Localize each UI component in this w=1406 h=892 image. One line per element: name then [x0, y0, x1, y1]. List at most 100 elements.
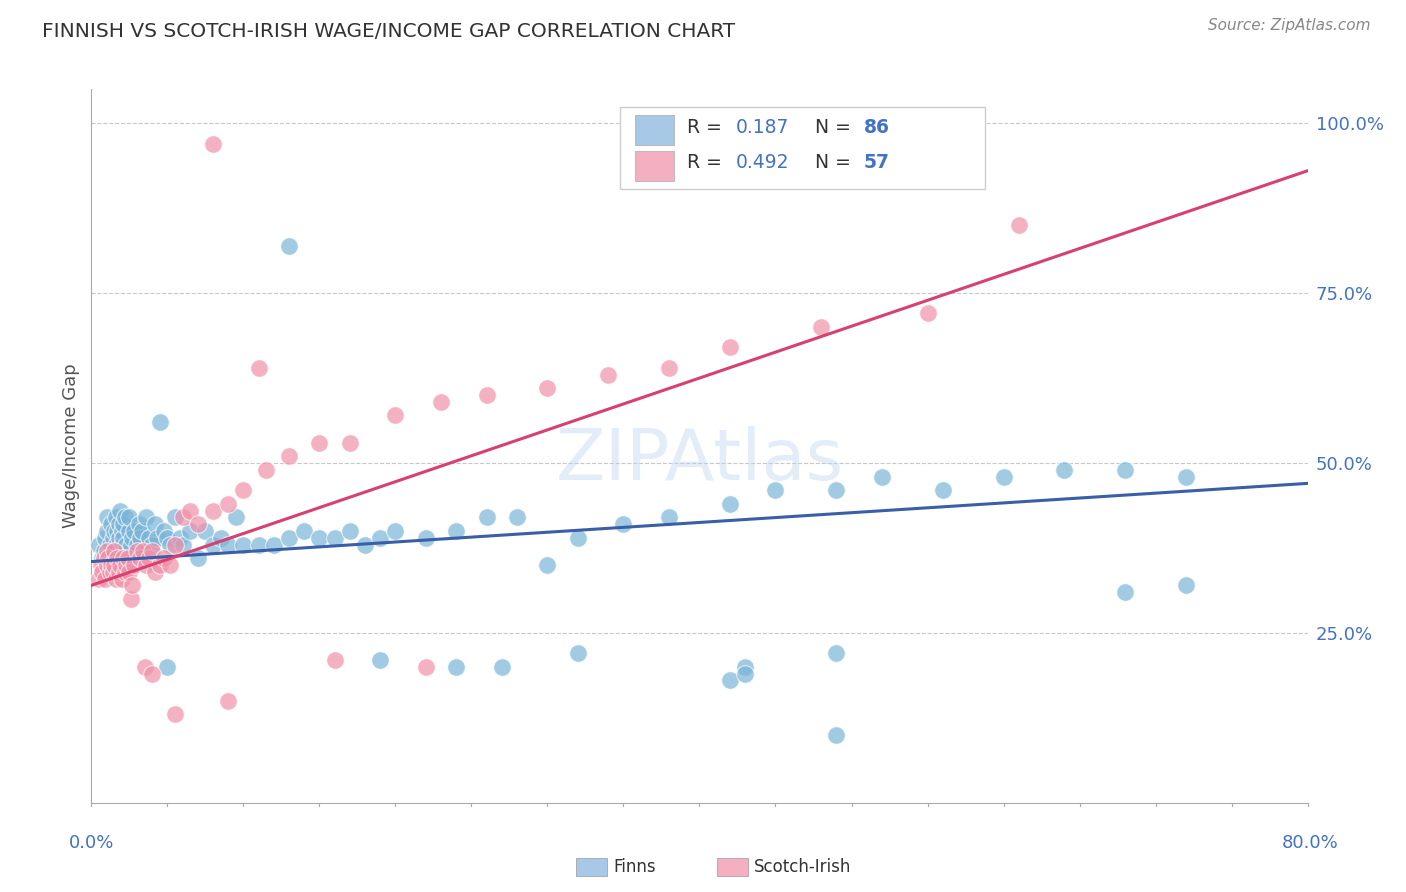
Point	[96, 510, 118, 524]
Point	[163, 537, 186, 551]
Point	[103, 544, 125, 558]
Point	[104, 537, 127, 551]
Point	[111, 537, 134, 551]
Point	[612, 517, 634, 532]
Point	[117, 551, 139, 566]
Point	[128, 517, 150, 532]
Bar	[636, 151, 673, 180]
Point	[118, 510, 141, 524]
Point	[1053, 463, 1076, 477]
Point	[734, 666, 756, 681]
Point	[278, 531, 301, 545]
Point	[718, 673, 741, 688]
Point	[202, 136, 225, 151]
Point	[103, 524, 125, 538]
Point	[931, 483, 953, 498]
Point	[94, 531, 117, 545]
Point	[121, 578, 143, 592]
Point	[202, 503, 225, 517]
Point	[101, 531, 124, 545]
Point	[217, 694, 239, 708]
Point	[122, 524, 145, 538]
Point	[114, 565, 136, 579]
Point	[112, 517, 135, 532]
Text: ZIPAtlas: ZIPAtlas	[555, 425, 844, 495]
Text: Finns: Finns	[613, 858, 655, 876]
Point	[506, 510, 529, 524]
Point	[120, 591, 142, 606]
Point	[134, 544, 156, 558]
Point	[658, 360, 681, 375]
Point	[658, 510, 681, 524]
Point	[135, 510, 157, 524]
Point	[1174, 469, 1197, 483]
Point	[98, 565, 121, 579]
Point	[225, 510, 247, 524]
Point	[444, 524, 467, 538]
Point	[105, 551, 128, 566]
Point	[323, 653, 346, 667]
Text: 80.0%: 80.0%	[1282, 834, 1339, 852]
Point	[354, 537, 377, 551]
Point	[187, 551, 209, 566]
Point	[96, 524, 118, 538]
Point	[117, 551, 139, 566]
Point	[254, 463, 277, 477]
Point	[97, 558, 120, 572]
Point	[132, 544, 155, 558]
Point	[810, 320, 832, 334]
Point	[121, 531, 143, 545]
Text: R =: R =	[688, 118, 728, 136]
Point	[100, 558, 122, 572]
Point	[187, 517, 209, 532]
Point	[384, 409, 406, 423]
Point	[475, 510, 498, 524]
Point	[103, 558, 125, 572]
Point	[111, 524, 134, 538]
Point	[110, 503, 132, 517]
Point	[138, 551, 160, 566]
Point	[87, 537, 110, 551]
Point	[156, 531, 179, 545]
Point	[430, 394, 453, 409]
Point	[141, 544, 163, 558]
Point	[308, 435, 330, 450]
Point	[247, 360, 270, 375]
Point	[217, 537, 239, 551]
Point	[107, 531, 129, 545]
Point	[368, 653, 391, 667]
Point	[247, 537, 270, 551]
Point	[143, 517, 166, 532]
Point	[278, 238, 301, 252]
Point	[93, 551, 115, 566]
Point	[145, 531, 167, 545]
Point	[1174, 578, 1197, 592]
FancyBboxPatch shape	[620, 107, 986, 189]
Point	[122, 558, 145, 572]
Point	[89, 558, 111, 572]
Point	[232, 483, 254, 498]
Point	[339, 524, 361, 538]
Point	[125, 544, 148, 558]
Point	[104, 510, 127, 524]
Point	[718, 341, 741, 355]
Point	[598, 368, 620, 382]
Point	[765, 483, 787, 498]
Point	[131, 524, 153, 538]
Point	[368, 531, 391, 545]
Point	[825, 483, 848, 498]
Point	[1114, 463, 1136, 477]
Point	[825, 728, 848, 742]
Point	[209, 531, 232, 545]
Point	[129, 531, 152, 545]
Point	[100, 551, 122, 566]
Point	[172, 510, 194, 524]
Point	[105, 524, 128, 538]
Point	[91, 551, 114, 566]
Point	[114, 544, 136, 558]
Point	[115, 558, 138, 572]
Point	[415, 660, 437, 674]
Point	[163, 707, 186, 722]
Point	[993, 469, 1015, 483]
Point	[278, 449, 301, 463]
